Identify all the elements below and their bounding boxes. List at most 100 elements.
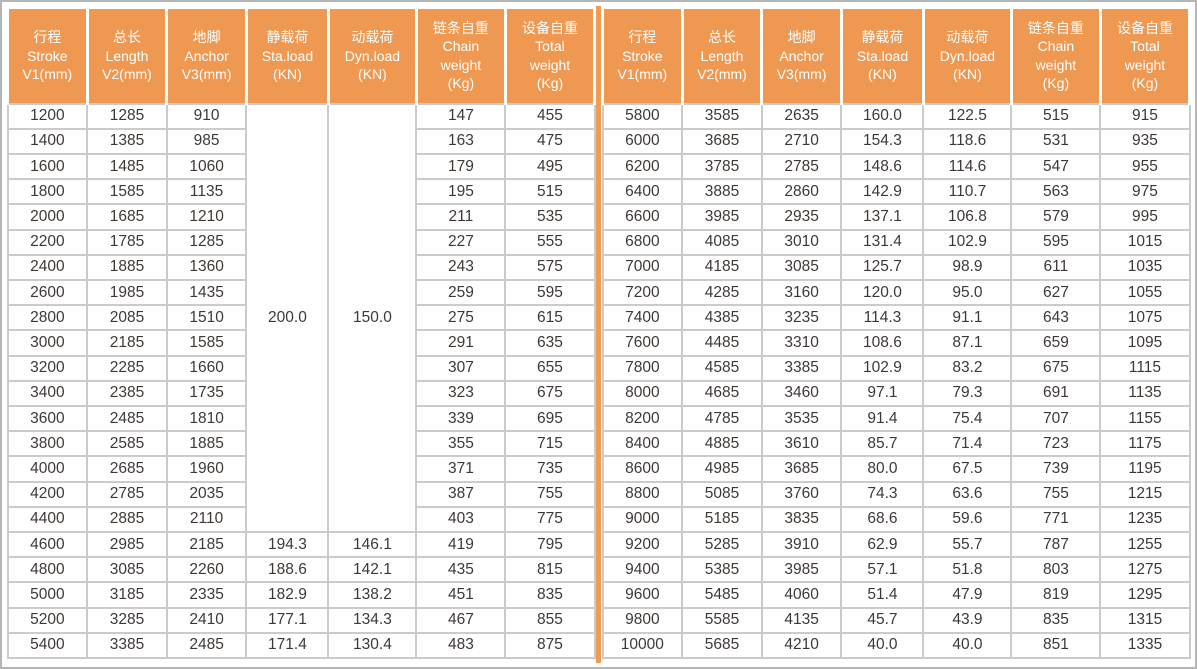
cell-total-weight: 595 bbox=[504, 278, 596, 307]
cell-anchor: 2485 bbox=[165, 631, 248, 660]
cell-stroke: 1800 bbox=[6, 178, 89, 206]
cell-anchor: 1660 bbox=[165, 354, 248, 382]
cell-length: 5285 bbox=[681, 530, 763, 559]
cell-length: 5185 bbox=[681, 505, 763, 533]
cell-anchor: 3985 bbox=[760, 556, 843, 584]
cell-length: 2185 bbox=[86, 329, 168, 357]
cell-length: 4885 bbox=[681, 430, 763, 458]
cell-stroke: 2400 bbox=[6, 253, 89, 281]
cell-anchor: 1585 bbox=[165, 329, 248, 357]
table-row: 3400 2385 1735 323 675 bbox=[6, 379, 596, 407]
cell-chain-weight: 179 bbox=[415, 152, 507, 181]
cell-sta-load: 125.7 bbox=[840, 253, 925, 281]
cell-chain-weight: 835 bbox=[1010, 606, 1102, 634]
cell-total-weight: 615 bbox=[504, 304, 596, 332]
cell-anchor: 1135 bbox=[165, 178, 248, 206]
cell-dyn-load: 146.1 bbox=[327, 530, 418, 559]
cell-chain-weight: 675 bbox=[1010, 354, 1102, 382]
cell-dyn-load: 71.4 bbox=[922, 430, 1013, 458]
cell-sta-load: 177.1 bbox=[245, 606, 330, 634]
col-header-stroke: 行程 Stroke V1(mm) bbox=[601, 6, 684, 104]
cell-length: 4285 bbox=[681, 278, 763, 307]
table-row: 7800 4585 3385 102.9 83.2 675 1115 bbox=[601, 354, 1191, 382]
cell-stroke: 4400 bbox=[6, 505, 89, 533]
cell-length: 3185 bbox=[86, 581, 168, 609]
cell-anchor: 3910 bbox=[760, 530, 843, 559]
table-row: 6800 4085 3010 131.4 102.9 595 1015 bbox=[601, 228, 1191, 256]
col-header-sta-load: 静载荷 Sta.load (KN) bbox=[839, 6, 925, 104]
cell-total-weight: 1295 bbox=[1099, 581, 1191, 609]
cell-dyn-load: 98.9 bbox=[922, 253, 1013, 281]
col-header-stroke: 行程 Stroke V1(mm) bbox=[6, 6, 89, 104]
merged-dyn-load-cell: 150.0 bbox=[327, 102, 418, 533]
cell-total-weight: 975 bbox=[1099, 178, 1191, 206]
cell-stroke: 7400 bbox=[601, 304, 684, 332]
spec-table-left: 行程 Stroke V1(mm) 总长 Length V2(mm) 地脚 Anchor V3(m… bbox=[6, 6, 597, 660]
col-header-dyn-load: 动载荷 Dyn.load (KN) bbox=[326, 6, 418, 104]
cell-chain-weight: 819 bbox=[1010, 581, 1102, 609]
cell-length: 2085 bbox=[86, 304, 168, 332]
cell-total-weight: 475 bbox=[504, 127, 596, 155]
cell-chain-weight: 611 bbox=[1010, 253, 1102, 281]
cell-chain-weight: 403 bbox=[415, 505, 507, 533]
table-center-divider bbox=[596, 6, 601, 663]
cell-chain-weight: 771 bbox=[1010, 505, 1102, 533]
table-row: 3000 2185 1585 291 635 bbox=[6, 329, 596, 357]
cell-total-weight: 995 bbox=[1099, 203, 1191, 231]
cell-anchor: 1810 bbox=[165, 404, 248, 433]
cell-chain-weight: 723 bbox=[1010, 430, 1102, 458]
cell-total-weight: 855 bbox=[504, 606, 596, 634]
cell-chain-weight: 739 bbox=[1010, 455, 1102, 483]
cell-anchor: 910 bbox=[165, 102, 248, 130]
cell-total-weight: 1275 bbox=[1099, 556, 1191, 584]
table-row: 9200 5285 3910 62.9 55.7 787 1255 bbox=[601, 530, 1191, 559]
cell-total-weight: 715 bbox=[504, 430, 596, 458]
cell-length: 1285 bbox=[86, 102, 168, 130]
cell-length: 4385 bbox=[681, 304, 763, 332]
cell-dyn-load: 130.4 bbox=[327, 631, 418, 660]
table-row: 6400 3885 2860 142.9 110.7 563 975 bbox=[601, 178, 1191, 206]
cell-chain-weight: 419 bbox=[415, 530, 507, 559]
cell-chain-weight: 515 bbox=[1010, 102, 1102, 130]
table-row: 8800 5085 3760 74.3 63.6 755 1215 bbox=[601, 480, 1191, 508]
cell-stroke: 4800 bbox=[6, 556, 89, 584]
table-row: 7600 4485 3310 108.6 87.1 659 1095 bbox=[601, 329, 1191, 357]
table-row: 1800 1585 1135 195 515 bbox=[6, 178, 596, 206]
cell-total-weight: 1175 bbox=[1099, 430, 1191, 458]
table-row: 4000 2685 1960 371 735 bbox=[6, 455, 596, 483]
cell-chain-weight: 387 bbox=[415, 480, 507, 508]
cell-stroke: 3200 bbox=[6, 354, 89, 382]
cell-stroke: 3800 bbox=[6, 430, 89, 458]
cell-chain-weight: 323 bbox=[415, 379, 507, 407]
cell-anchor: 2785 bbox=[760, 152, 843, 181]
cell-total-weight: 1195 bbox=[1099, 455, 1191, 483]
table-row: 4600 2985 2185 194.3 146.1 419 795 bbox=[6, 530, 596, 559]
cell-chain-weight: 339 bbox=[415, 404, 507, 433]
cell-total-weight: 655 bbox=[504, 354, 596, 382]
cell-anchor: 2410 bbox=[165, 606, 248, 634]
cell-sta-load: 131.4 bbox=[840, 228, 925, 256]
table-row: 7400 4385 3235 114.3 91.1 643 1075 bbox=[601, 304, 1191, 332]
cell-anchor: 2260 bbox=[165, 556, 248, 584]
cell-chain-weight: 643 bbox=[1010, 304, 1102, 332]
cell-sta-load: 182.9 bbox=[245, 581, 330, 609]
cell-anchor: 3160 bbox=[760, 278, 843, 307]
table-row: 8200 4785 3535 91.4 75.4 707 1155 bbox=[601, 404, 1191, 433]
cell-total-weight: 1235 bbox=[1099, 505, 1191, 533]
cell-sta-load: 51.4 bbox=[840, 581, 925, 609]
cell-stroke: 6000 bbox=[601, 127, 684, 155]
table-row: 6200 3785 2785 148.6 114.6 547 955 bbox=[601, 152, 1191, 181]
cell-stroke: 6800 bbox=[601, 228, 684, 256]
cell-stroke: 1600 bbox=[6, 152, 89, 181]
cell-sta-load: 171.4 bbox=[245, 631, 330, 660]
cell-chain-weight: 659 bbox=[1010, 329, 1102, 357]
table-row: 8600 4985 3685 80.0 67.5 739 1195 bbox=[601, 455, 1191, 483]
cell-length: 3685 bbox=[681, 127, 763, 155]
cell-length: 4685 bbox=[681, 379, 763, 407]
table-row: 5000 3185 2335 182.9 138.2 451 835 bbox=[6, 581, 596, 609]
cell-stroke: 5000 bbox=[6, 581, 89, 609]
cell-stroke: 9400 bbox=[601, 556, 684, 584]
cell-stroke: 7000 bbox=[601, 253, 684, 281]
cell-anchor: 1735 bbox=[165, 379, 248, 407]
cell-length: 2285 bbox=[86, 354, 168, 382]
